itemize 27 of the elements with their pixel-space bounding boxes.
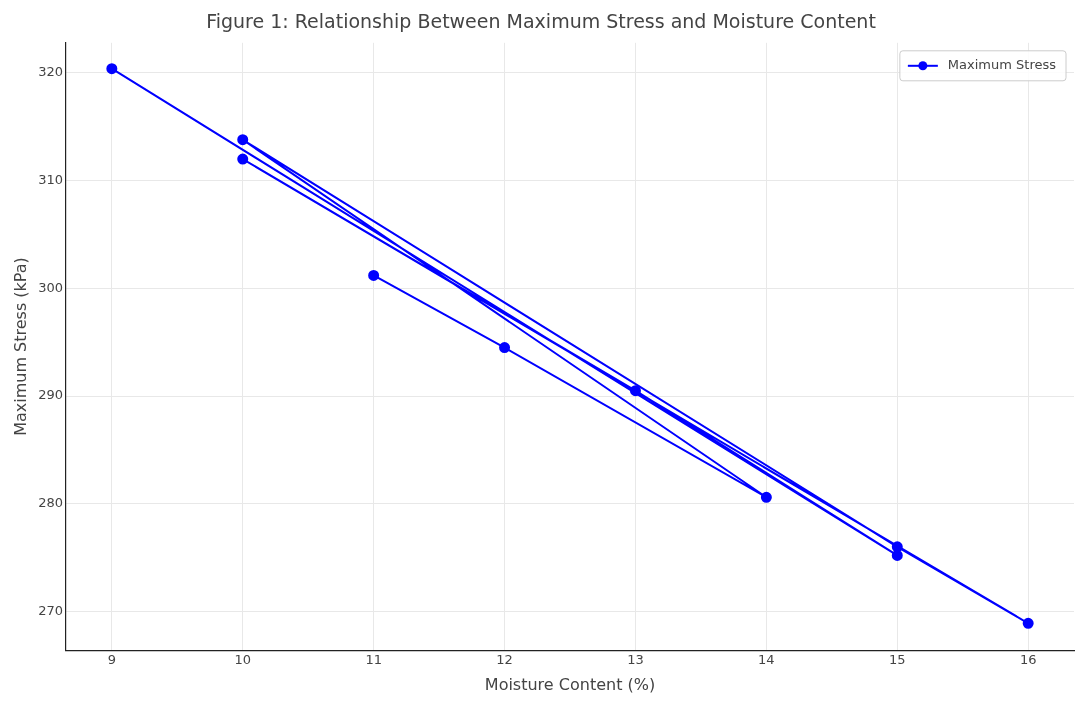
y-tick-label: 320 bbox=[38, 64, 64, 80]
point bbox=[891, 541, 903, 553]
point bbox=[629, 385, 641, 397]
point bbox=[368, 269, 380, 281]
y-axis-title: Maximum Stress (kPa) bbox=[10, 257, 30, 436]
x-tick-label: 16 bbox=[1019, 652, 1037, 668]
x-tick-label: 9 bbox=[107, 652, 116, 668]
y-tick-label: 280 bbox=[38, 495, 64, 511]
point bbox=[106, 63, 118, 75]
x-axis-title: Moisture Content (%) bbox=[484, 674, 656, 694]
x-tick-label: 10 bbox=[234, 652, 252, 668]
point bbox=[499, 342, 511, 354]
x-tick-label: 15 bbox=[889, 652, 906, 668]
y-tick-label: 270 bbox=[38, 602, 64, 618]
x-tick-label: 12 bbox=[496, 652, 513, 668]
y-tick-label: 310 bbox=[38, 172, 64, 188]
legend-label: Maximum Stress bbox=[947, 57, 1057, 73]
x-tick-label: 11 bbox=[365, 652, 382, 668]
x-tick-label: 14 bbox=[758, 652, 775, 668]
y-tick-label: 300 bbox=[38, 279, 64, 295]
x-tick-label: 13 bbox=[627, 652, 644, 668]
point bbox=[237, 153, 249, 165]
point bbox=[237, 134, 249, 146]
y-tick-label: 290 bbox=[38, 387, 64, 403]
chart-title: Figure 1: Relationship Between Maximum Stress and Moisture Content bbox=[206, 10, 876, 33]
point bbox=[1022, 617, 1034, 629]
point bbox=[760, 491, 772, 503]
